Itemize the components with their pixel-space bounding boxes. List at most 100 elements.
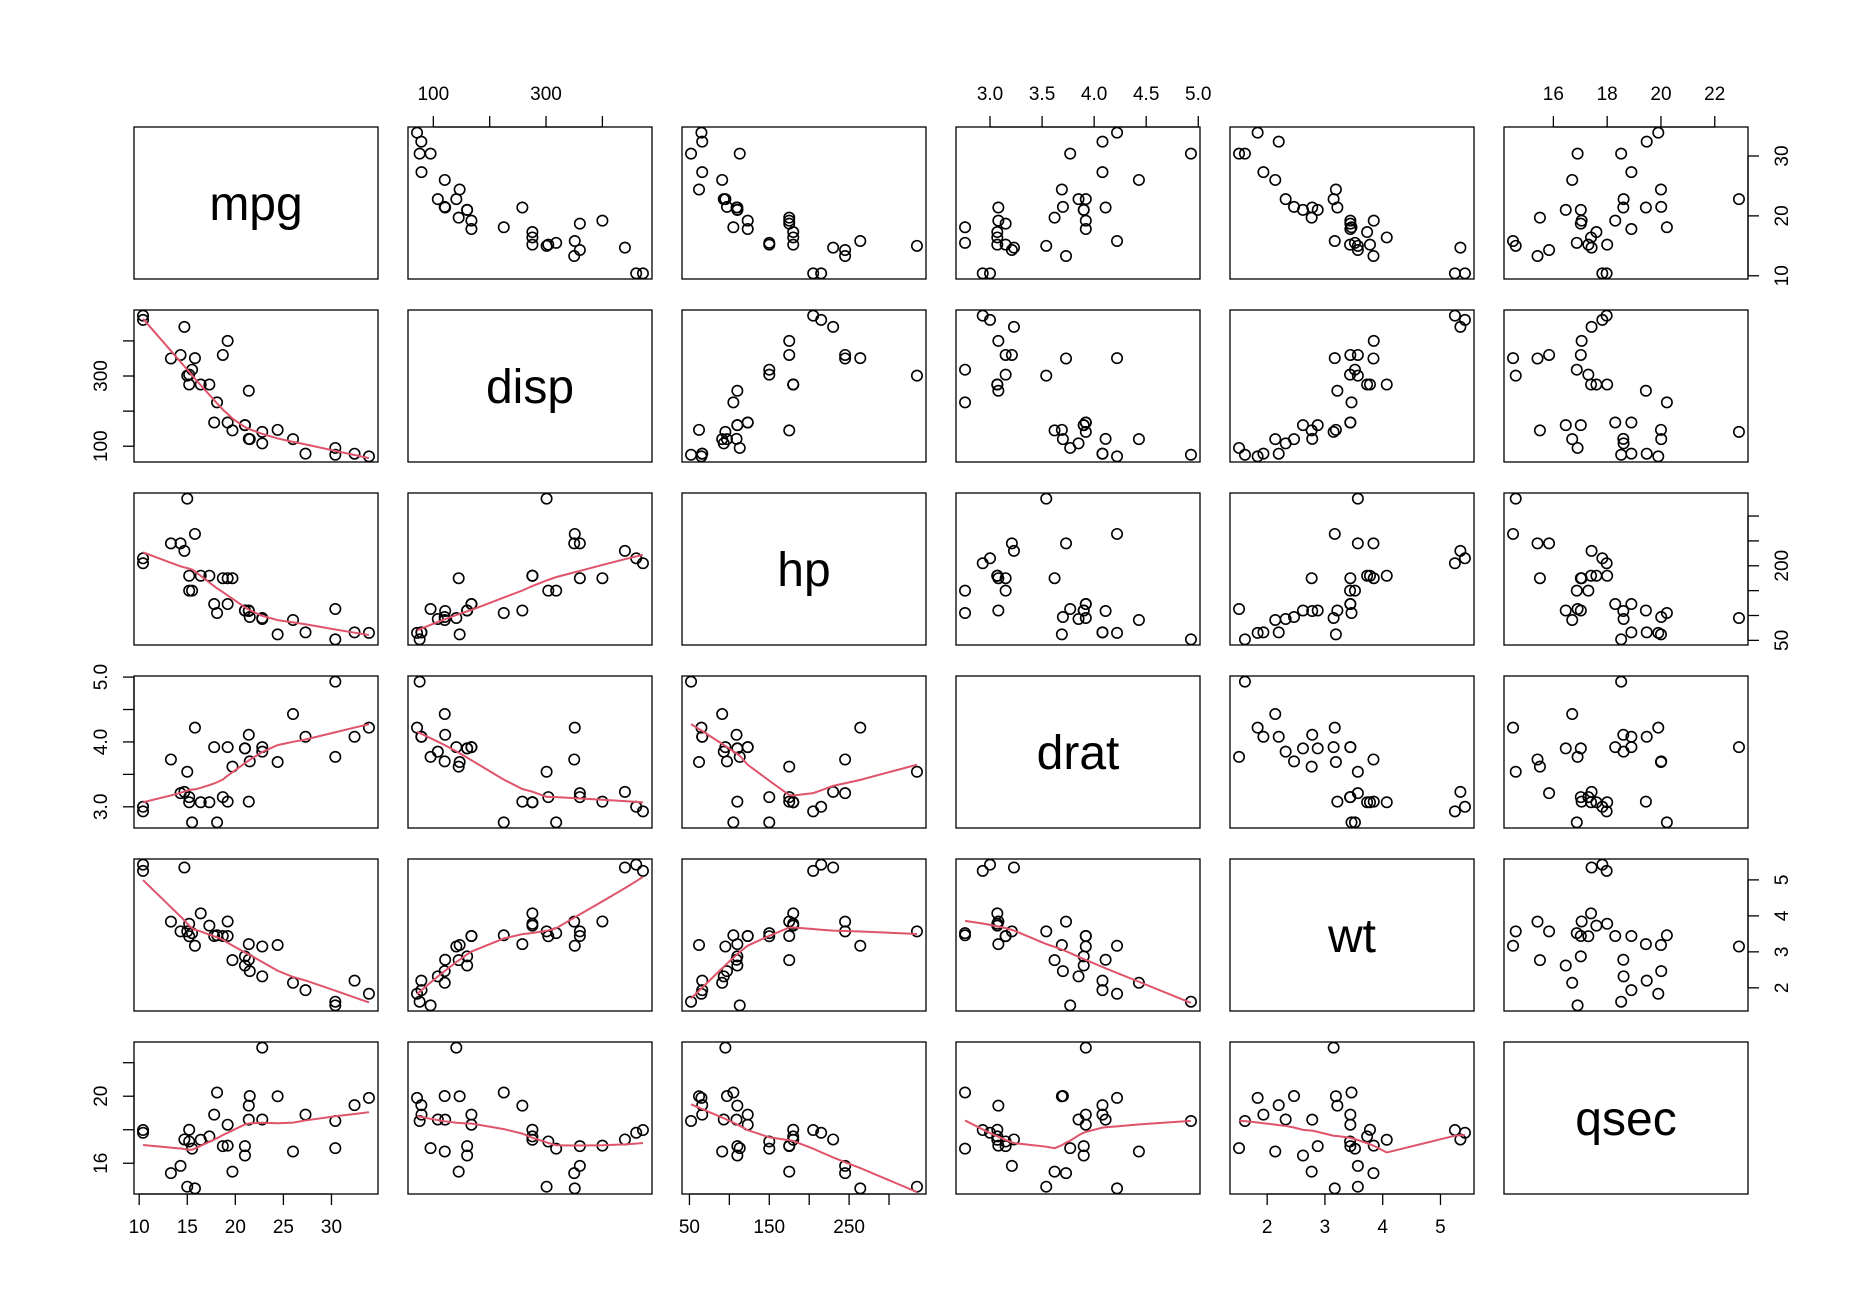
data-point xyxy=(685,147,698,160)
data-point xyxy=(362,1091,375,1104)
tick-label: 300 xyxy=(530,84,562,105)
lowess-smoother-line xyxy=(416,553,644,632)
data-point xyxy=(730,728,743,741)
data-point xyxy=(256,1041,269,1054)
data-point xyxy=(188,721,201,734)
data-point xyxy=(839,352,852,365)
data-point xyxy=(1055,423,1068,436)
left-axis-disp: 100 300 xyxy=(91,340,135,462)
panel-frame xyxy=(133,309,379,463)
data-point xyxy=(1361,1130,1374,1143)
panel-frame xyxy=(955,675,1201,829)
data-point xyxy=(203,378,216,391)
data-point xyxy=(1454,320,1467,333)
data-point xyxy=(1367,537,1380,550)
data-point xyxy=(1007,320,1020,333)
data-point xyxy=(221,598,234,611)
data-point xyxy=(526,569,539,582)
data-point xyxy=(1571,147,1584,160)
data-point xyxy=(1574,419,1587,432)
data-point xyxy=(1328,721,1341,734)
data-point xyxy=(1652,721,1665,734)
data-point xyxy=(164,352,177,365)
data-point xyxy=(1615,675,1628,688)
data-point xyxy=(1099,605,1112,618)
panel-wt-vs-drat xyxy=(955,858,1201,1012)
data-point xyxy=(763,363,776,376)
data-point xyxy=(453,628,466,641)
data-point xyxy=(1600,267,1613,280)
data-point xyxy=(1077,203,1090,216)
data-point xyxy=(238,950,251,963)
data-point xyxy=(1566,708,1579,721)
data-point xyxy=(1509,369,1522,382)
data-point xyxy=(1575,795,1588,808)
data-point xyxy=(991,226,1004,239)
data-point xyxy=(1601,917,1614,930)
data-point xyxy=(1571,441,1584,454)
data-point xyxy=(452,572,465,585)
data-point xyxy=(839,250,852,263)
panel-mpg-vs-qsec xyxy=(1503,126,1749,280)
data-point xyxy=(720,1090,733,1103)
data-point xyxy=(1079,223,1092,236)
data-point xyxy=(1060,915,1073,928)
data-point xyxy=(1079,930,1092,943)
data-point xyxy=(1288,610,1301,623)
data-point xyxy=(839,1159,852,1172)
data-point xyxy=(1507,939,1520,952)
data-point xyxy=(719,425,732,438)
top-axis-disp: 100 300 xyxy=(417,84,604,128)
data-point xyxy=(1367,753,1380,766)
data-point xyxy=(1096,166,1109,179)
data-point xyxy=(208,416,221,429)
data-point xyxy=(719,193,732,206)
data-point xyxy=(1625,598,1638,611)
data-point xyxy=(1345,396,1358,409)
data-point xyxy=(415,626,428,639)
data-point xyxy=(685,448,698,461)
data-point xyxy=(1096,447,1109,460)
data-point xyxy=(329,750,342,763)
panel-frame xyxy=(1229,309,1475,463)
data-point xyxy=(992,384,1005,397)
panel-frame xyxy=(955,858,1201,1012)
tick-label: 300 xyxy=(91,360,112,392)
data-point xyxy=(720,433,733,446)
data-point xyxy=(763,791,776,804)
data-point xyxy=(1582,584,1595,597)
data-point xyxy=(991,238,1004,251)
panel-qsec-vs-qsec: qsec xyxy=(1503,1041,1749,1195)
data-point xyxy=(1625,447,1638,460)
data-point xyxy=(763,1142,776,1155)
data-point xyxy=(1617,193,1630,206)
data-point xyxy=(438,976,451,989)
data-point xyxy=(1574,203,1587,216)
data-point xyxy=(1269,708,1282,721)
data-point xyxy=(1079,193,1092,206)
data-point xyxy=(542,238,555,251)
data-point xyxy=(999,348,1012,361)
panel-frame xyxy=(133,858,379,1012)
data-point xyxy=(1639,795,1652,808)
data-point xyxy=(1625,741,1638,754)
left-axis-drat: 3.0 4.0 5.0 xyxy=(91,664,135,820)
data-point xyxy=(1007,1133,1020,1146)
tick-label: 3.5 xyxy=(1029,84,1055,105)
data-point xyxy=(137,313,150,326)
data-point xyxy=(1367,214,1380,227)
tick-label: 250 xyxy=(833,1217,865,1238)
tick-label: 20 xyxy=(225,1217,246,1238)
data-point xyxy=(568,235,581,248)
data-point xyxy=(178,861,191,874)
data-point xyxy=(194,796,207,809)
data-point xyxy=(188,527,201,540)
data-point xyxy=(1064,1142,1077,1155)
data-point xyxy=(1077,604,1090,617)
data-point xyxy=(854,1182,867,1195)
data-point xyxy=(1590,919,1603,932)
data-point xyxy=(991,1123,1004,1136)
data-point xyxy=(526,917,539,930)
panel-qsec-vs-mpg xyxy=(133,1041,379,1195)
data-point xyxy=(1048,211,1061,224)
